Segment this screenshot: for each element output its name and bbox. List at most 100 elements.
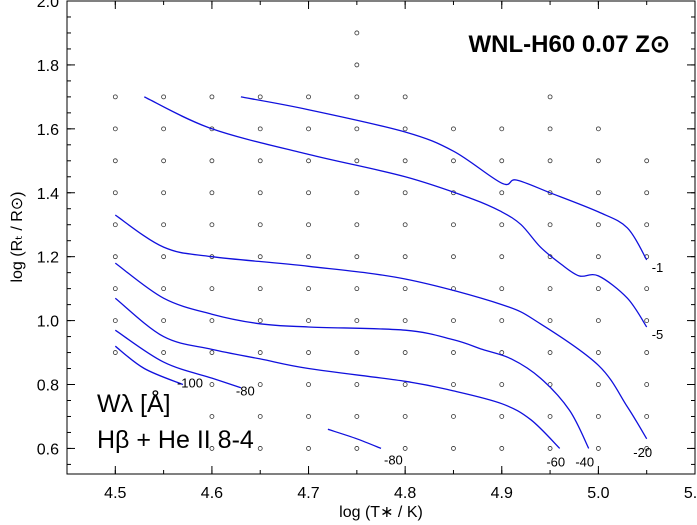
grid-point: [257, 286, 263, 292]
grid-point: [354, 286, 360, 292]
y-tick-label: 1.6: [37, 122, 59, 139]
grid-point: [161, 190, 167, 196]
contour-line: [114, 345, 184, 386]
y-axis: 0.6 0.8 1.0 1.2 1.4 1.6 1.8 2.0: [37, 0, 695, 465]
grid-point: [499, 158, 505, 164]
grid-point: [402, 190, 408, 196]
grid-point: [354, 222, 360, 228]
grid-point: [306, 414, 311, 419]
contour-label: -20: [633, 445, 652, 460]
grid-point: [161, 318, 167, 323]
grid-point: [499, 318, 505, 323]
grid-point: [354, 30, 360, 36]
x-tick-label: 5.1: [684, 485, 697, 502]
y-tick-label: 1.2: [37, 250, 59, 267]
grid-point: [112, 222, 118, 228]
grid-point: [257, 382, 263, 387]
x-tick-label: 4.7: [297, 485, 319, 502]
grid-point: [257, 190, 263, 196]
x-axis-title: log (T∗ / K): [339, 504, 423, 521]
grid-point: [547, 222, 553, 228]
grid-point: [354, 94, 360, 100]
grid-point: [547, 158, 553, 164]
grid-point: [402, 350, 408, 355]
grid-point: [354, 190, 360, 196]
x-tick-label: 4.5: [104, 485, 126, 502]
grid-point: [257, 254, 263, 260]
grid-point: [644, 414, 650, 419]
grid-point: [112, 126, 118, 132]
grid-point: [257, 446, 263, 451]
grid-point: [595, 158, 601, 164]
grid-point: [402, 382, 408, 387]
grid-point: [257, 222, 263, 228]
grid-point: [595, 446, 601, 451]
grid-point: [402, 126, 408, 132]
grid-point: [354, 350, 360, 355]
grid-point: [209, 190, 215, 196]
grid-point: [209, 318, 215, 323]
grid-point: [161, 222, 167, 228]
grid-point: [499, 190, 505, 196]
grid-point: [451, 158, 456, 164]
grid-point: [306, 382, 311, 387]
grid-point: [161, 286, 167, 292]
grid-point: [306, 126, 311, 132]
grid-point: [112, 254, 118, 260]
grid-point: [306, 222, 311, 228]
contour-line: [144, 96, 648, 328]
grid-point: [451, 126, 456, 132]
grid-point: [644, 158, 650, 164]
grid-point: [306, 190, 311, 196]
grid-point: [257, 414, 263, 419]
grid-point: [644, 318, 650, 323]
contour-line: [114, 214, 648, 440]
grid-point: [354, 382, 360, 387]
grid-point: [595, 126, 601, 132]
grid-point: [644, 350, 650, 355]
grid-point: [209, 158, 215, 164]
contour-line: [114, 329, 242, 389]
grid-point: [595, 254, 601, 260]
grid-point: [451, 382, 456, 387]
legend-line-identification: Hβ + He II 8-4: [97, 426, 254, 454]
grid-point: [451, 446, 456, 451]
grid-point: [451, 350, 456, 355]
grid-point: [451, 318, 456, 323]
contour-line: [240, 96, 648, 261]
contour-label: -100: [177, 376, 203, 391]
grid-point: [306, 318, 311, 323]
contour-lines: [114, 96, 648, 450]
grid-point: [161, 350, 167, 355]
grid-point: [161, 254, 167, 260]
x-tick-label: 5.0: [587, 485, 609, 502]
grid-point: [402, 222, 408, 228]
contour-line: [114, 262, 590, 449]
contour-label: -80: [384, 452, 403, 467]
grid-point: [595, 190, 601, 196]
contour-label: -60: [546, 454, 565, 469]
grid-point: [402, 318, 408, 323]
grid-point: [402, 158, 408, 164]
chart-title: WNL-H60 0.07 Z⊙: [469, 31, 670, 58]
grid-point: [499, 446, 505, 451]
grid-point: [547, 350, 553, 355]
grid-point: [161, 126, 167, 132]
x-axis: 4.5 4.6 4.7 4.8 4.9 5.0 5.1: [66, 1, 697, 502]
grid-point: [112, 190, 118, 196]
x-tick-label: 4.9: [491, 485, 513, 502]
grid-point: [354, 446, 360, 451]
y-tick-label: 0.8: [37, 378, 59, 395]
grid-point: [402, 254, 408, 260]
grid-point: [306, 254, 311, 260]
grid-point: [257, 318, 263, 323]
grid-point: [644, 382, 650, 387]
contour-label: -80: [236, 384, 255, 399]
grid-point: [161, 158, 167, 164]
grid-point: [306, 446, 311, 451]
grid-point: [112, 158, 118, 164]
contour-label: -40: [575, 454, 594, 469]
grid-point: [595, 318, 601, 323]
grid-point: [112, 286, 118, 292]
grid-point: [547, 446, 553, 451]
